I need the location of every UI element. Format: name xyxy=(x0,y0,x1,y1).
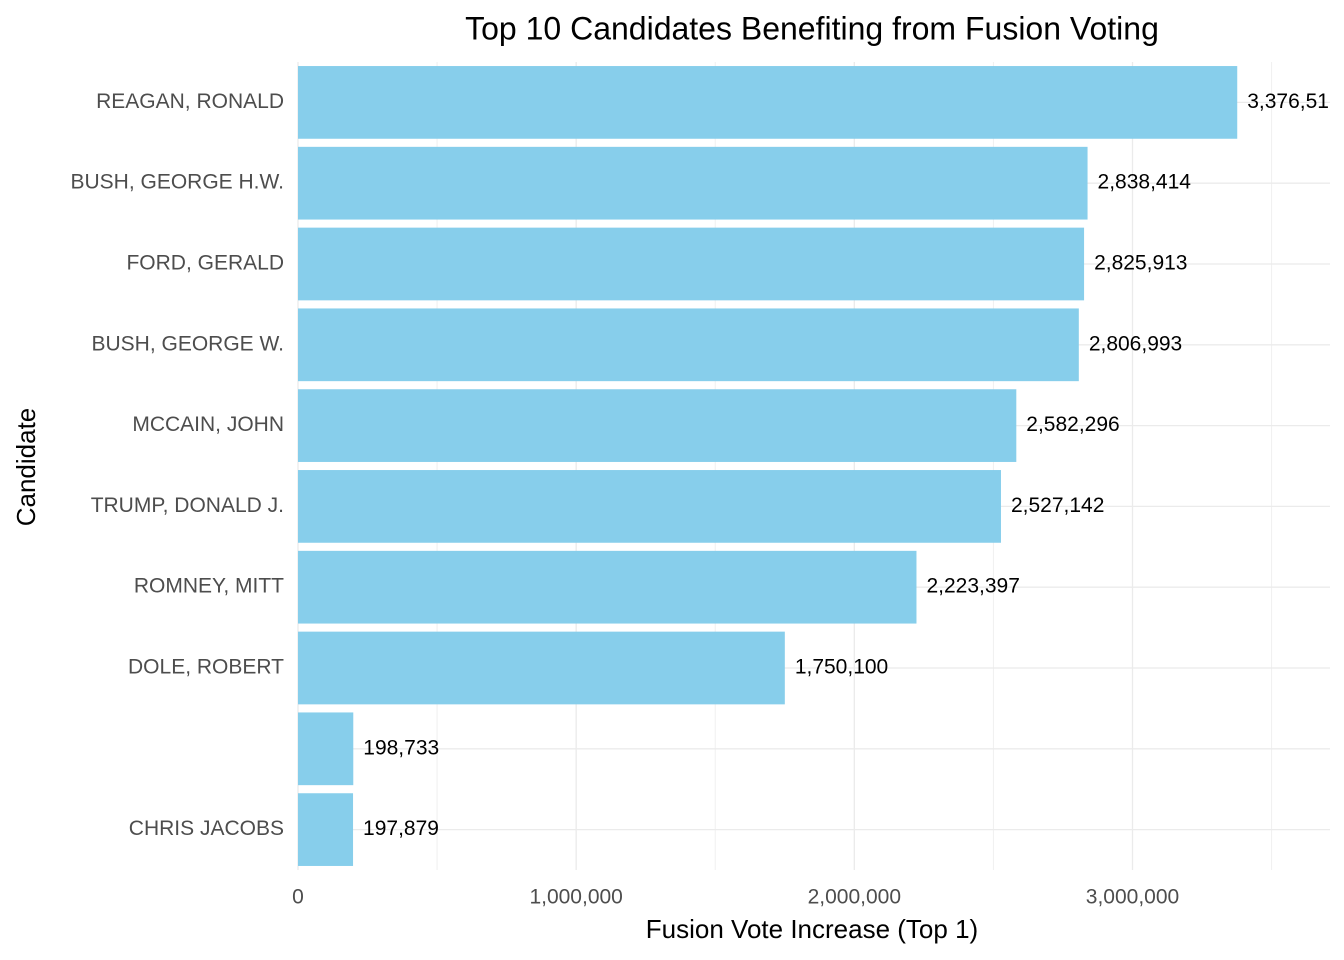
y-tick-label: CHRIS JACOBS xyxy=(129,817,284,840)
y-tick-label: TRUMP, DONALD J. xyxy=(91,494,284,517)
chart-title: Top 10 Candidates Benefiting from Fusion… xyxy=(465,10,1159,46)
bar xyxy=(298,308,1079,382)
x-tick-label: 0 xyxy=(292,886,304,909)
value-label: 3,376,51 xyxy=(1247,90,1329,113)
value-label: 2,838,414 xyxy=(1098,171,1192,194)
value-label: 197,879 xyxy=(363,817,439,840)
bar xyxy=(298,793,354,866)
value-label: 2,806,993 xyxy=(1089,332,1182,355)
bar xyxy=(298,66,1238,139)
x-tick-label: 3,000,000 xyxy=(1086,886,1179,909)
bar xyxy=(298,389,1017,462)
bar xyxy=(298,712,354,786)
x-tick-label: 2,000,000 xyxy=(808,886,901,909)
y-tick-label: BUSH, GEORGE W. xyxy=(91,332,284,355)
y-tick-label: REAGAN, RONALD xyxy=(96,90,284,113)
value-label: 1,750,100 xyxy=(795,656,888,679)
value-label: 2,582,296 xyxy=(1026,413,1119,436)
x-tick-label: 1,000,000 xyxy=(529,886,622,909)
value-label: 2,825,913 xyxy=(1094,252,1187,275)
value-label: 2,223,397 xyxy=(926,575,1019,598)
y-tick-label: DOLE, ROBERT xyxy=(128,656,284,679)
bar xyxy=(298,146,1088,220)
value-label: 2,527,142 xyxy=(1011,494,1104,517)
y-tick-label: ROMNEY, MITT xyxy=(134,575,284,598)
bar xyxy=(298,470,1001,543)
bar xyxy=(298,550,917,624)
y-tick-label: FORD, GERALD xyxy=(126,252,284,275)
x-axis-label: Fusion Vote Increase (Top 1) xyxy=(646,914,978,944)
y-tick-label: BUSH, GEORGE H.W. xyxy=(70,171,284,194)
bar xyxy=(298,227,1085,301)
y-axis-label: Candidate xyxy=(11,408,41,527)
y-tick-label: MCCAIN, JOHN xyxy=(132,413,284,436)
bar xyxy=(298,631,785,705)
value-label: 198,733 xyxy=(363,736,439,759)
